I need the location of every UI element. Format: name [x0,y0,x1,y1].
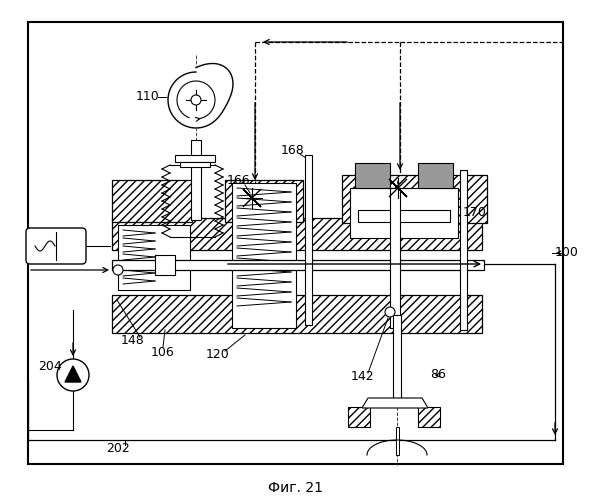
Text: Фиг. 21: Фиг. 21 [268,481,323,495]
Text: 168: 168 [281,144,305,156]
Polygon shape [243,189,261,207]
Polygon shape [367,440,427,455]
Text: 170: 170 [463,206,487,220]
Bar [460,170,467,330]
Circle shape [191,95,201,105]
Bar [305,155,312,325]
Bar [393,315,401,405]
Bar [180,162,210,167]
Bar [418,163,453,188]
Polygon shape [243,189,261,207]
Text: 202: 202 [106,442,130,454]
Bar [348,407,370,427]
Text: 100: 100 [555,246,579,260]
Bar [191,140,201,220]
Text: 86: 86 [430,368,446,382]
Bar [112,295,482,333]
Polygon shape [389,179,407,197]
Text: 142: 142 [350,370,374,382]
Circle shape [57,359,89,391]
Text: 166: 166 [226,174,250,186]
Polygon shape [362,398,428,408]
Circle shape [385,307,395,317]
Bar [112,180,192,222]
Polygon shape [168,64,233,128]
Text: 110: 110 [136,90,160,104]
Bar [155,255,175,275]
Bar [28,22,563,464]
Bar [175,155,215,162]
FancyBboxPatch shape [26,228,86,264]
Text: 148: 148 [121,334,145,346]
Polygon shape [389,179,407,197]
Bar [112,260,484,270]
Bar [396,427,399,455]
Bar [418,407,440,427]
Bar [225,180,303,222]
Bar [118,225,190,290]
Bar [355,163,390,188]
Bar [342,175,487,223]
Text: 120: 120 [206,348,230,360]
Circle shape [113,265,123,275]
Bar [350,188,458,238]
Text: 204: 204 [38,360,62,374]
Bar [112,218,482,250]
Bar [232,183,296,328]
Bar [390,188,400,328]
Text: 106: 106 [151,346,175,358]
Bar [358,210,450,222]
Polygon shape [65,366,81,382]
